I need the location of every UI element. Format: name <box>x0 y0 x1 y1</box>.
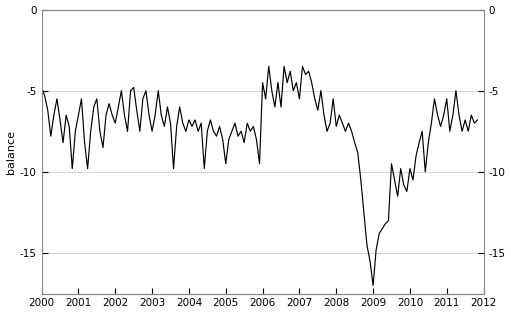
Y-axis label: balance: balance <box>6 130 15 174</box>
